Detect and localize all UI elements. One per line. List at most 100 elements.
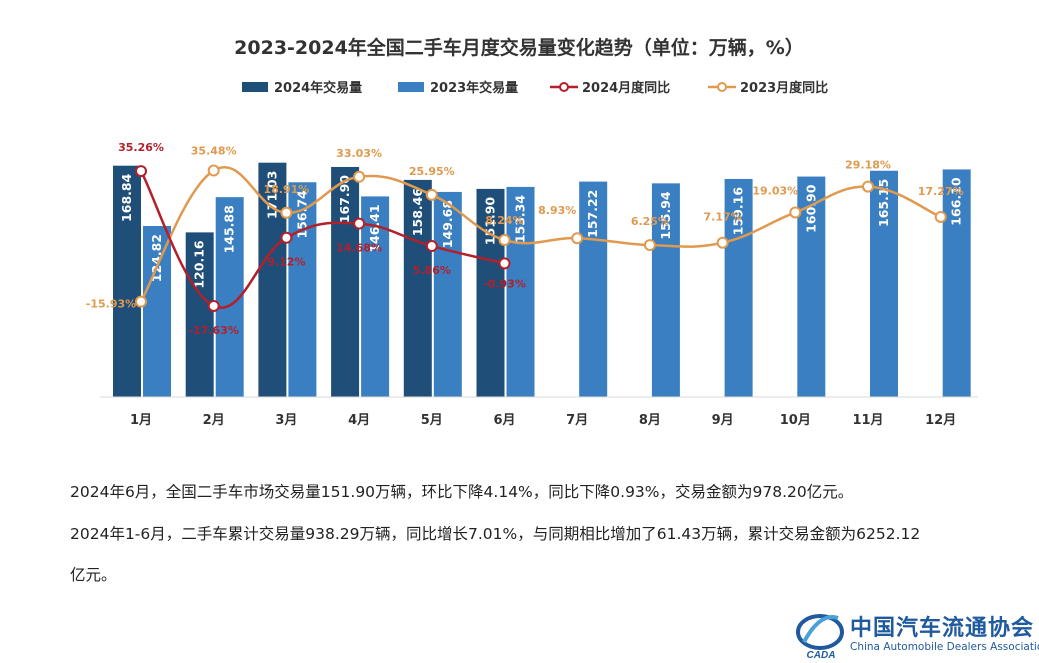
legend-label-line-0: 2024月度同比 <box>582 80 670 96</box>
line-point-s0-4 <box>425 240 438 253</box>
cada-logo-icon: CADA <box>796 614 844 660</box>
lines: -15.93% 35.48% 18.91% 33.03% 25.95% 8.24% 8.93… <box>86 141 964 337</box>
legend-swatch-bar-1 <box>398 82 424 92</box>
chart-title: 2023-2024年全国二手车月度交易量变化趋势（单位：万辆，%） <box>234 36 804 59</box>
line-point-s0-1 <box>207 299 220 312</box>
line-point-s1-2 <box>280 206 293 219</box>
x-tick-label-2: 3月 <box>275 413 297 428</box>
bar-label-s0-1: 120.16 <box>192 240 207 289</box>
line-label-s0-5: -0.93% <box>483 277 526 290</box>
legend-label-bar-0: 2024年交易量 <box>274 80 362 96</box>
x-tick-label-7: 8月 <box>639 413 661 428</box>
bar-label-s0-3: 167.90 <box>337 175 352 224</box>
line-point-s1-11 <box>934 210 947 223</box>
line-point-s1-5 <box>498 233 511 246</box>
line-label-s1-11: 17.27% <box>918 185 964 198</box>
line-point-s1-1 <box>207 164 220 177</box>
x-tick-label-5: 6月 <box>493 413 515 428</box>
line-point-s0-5 <box>498 257 511 270</box>
line-point-s1-9 <box>789 206 802 219</box>
logo-name-en: China Automobile Dealers Association <box>850 641 1039 653</box>
line-point-s1-0 <box>135 295 147 308</box>
legend-label-bar-1: 2023年交易量 <box>430 80 518 96</box>
x-tick-label-0: 1月 <box>130 413 152 428</box>
bar-s1-4 <box>433 191 462 397</box>
x-tick-label-8: 9月 <box>712 413 734 428</box>
line-point-s1-8 <box>716 236 729 249</box>
bar-label-s0-4: 158.46 <box>410 188 425 237</box>
bar-label-s1-7: 155.94 <box>658 191 673 240</box>
x-tick-label-11: 12月 <box>925 413 956 428</box>
line-point-s1-10 <box>862 180 874 193</box>
line-label-s1-0: -15.93% <box>86 298 136 311</box>
bar-label-s1-8: 159.16 <box>731 187 746 236</box>
chart: 2023-2024年全国二手车月度交易量变化趋势（单位：万辆，%） 2024年交… <box>86 36 978 428</box>
line-label-s1-1: 35.48% <box>191 145 237 158</box>
bar-label-s1-5: 153.34 <box>513 195 528 244</box>
bar-s1-5 <box>506 186 535 397</box>
x-axis-labels: 1月 2月 3月 4月 5月 6月 7月 8月 9月 10月 11月 12月 <box>130 413 956 428</box>
cada-logo-mark-text: CADA <box>807 650 836 660</box>
line-label-s0-0: 35.26% <box>118 141 164 154</box>
bar-s0-0 <box>113 165 141 397</box>
line-label-s1-3: 33.03% <box>336 147 382 160</box>
line-point-s1-3 <box>353 170 366 183</box>
x-tick-label-6: 7月 <box>566 413 588 428</box>
line-label-s1-8: 7.17% <box>704 211 742 224</box>
summary-line-3: 亿元。 <box>70 566 117 584</box>
line-point-s0-2 <box>280 231 293 244</box>
line-point-s1-6 <box>571 232 584 245</box>
bar-label-s1-4: 149.68 <box>440 200 455 248</box>
x-tick-label-4: 5月 <box>421 413 443 428</box>
bar-s1-10 <box>870 170 898 397</box>
logo-name-cn: 中国汽车流通协会 <box>850 615 1035 641</box>
line-label-s0-2: 9.12% <box>267 256 305 269</box>
x-tick-label-3: 4月 <box>348 413 370 428</box>
bar-s1-8 <box>724 178 753 397</box>
bar-s0-3 <box>331 166 360 397</box>
line-label-s0-1: -17.63% <box>189 324 239 337</box>
bar-label-s1-2: 156.74 <box>294 190 309 239</box>
bars: 168.84 124.82 120.16 145.88 171.03 156.74 167.… <box>113 162 971 397</box>
bar-label-s1-9: 160.90 <box>803 184 818 233</box>
legend-marker-line-1 <box>717 82 727 92</box>
bar-label-s1-10: 165.15 <box>876 179 891 227</box>
line-point-s0-0 <box>135 165 147 178</box>
bar-label-s1-0: 124.82 <box>149 234 164 282</box>
bar-label-s1-6: 157.22 <box>585 190 600 238</box>
bar-label-s1-1: 145.88 <box>222 205 237 253</box>
x-tick-label-1: 2月 <box>203 413 225 428</box>
bar-label-s1-3: 146.41 <box>367 204 382 252</box>
bar-s0-1 <box>185 232 214 397</box>
bar-s1-6 <box>579 181 608 397</box>
legend: 2024年交易量 2023年交易量 2024月度同比 2023月度同比 <box>242 80 828 96</box>
legend-marker-line-0 <box>559 82 569 92</box>
x-tick-label-9: 10月 <box>780 413 811 428</box>
line-point-s1-7 <box>643 239 656 252</box>
bar-s1-0 <box>143 225 171 397</box>
bar-label-s1-11: 166.10 <box>949 177 964 226</box>
x-tick-label-10: 11月 <box>852 413 883 428</box>
line-label-s1-2: 18.91% <box>263 183 309 196</box>
line-label-s1-10: 29.18% <box>845 159 891 172</box>
bar-s1-3 <box>361 196 390 397</box>
bar-s0-2 <box>258 162 287 397</box>
legend-swatch-bar-0 <box>242 82 268 92</box>
line-label-s0-3: 14.68% <box>336 242 382 255</box>
line-label-s1-5: 8.24% <box>485 214 523 227</box>
line-label-s1-4: 25.95% <box>409 165 455 178</box>
summary-line-2: 2024年1-6月，二手车累计交易量938.29万辆，同比增长7.01%，与同期… <box>70 525 921 543</box>
bar-label-s0-2: 171.03 <box>264 171 279 219</box>
bar-label-s0-0: 168.84 <box>119 173 134 222</box>
cada-logo: CADA 中国汽车流通协会 China Automobile Dealers A… <box>792 606 1039 662</box>
line-label-s1-6: 8.93% <box>538 204 576 217</box>
line-label-s0-4: 5.86% <box>413 264 451 277</box>
line-point-s1-4 <box>425 188 438 201</box>
bar-s1-7 <box>651 183 680 397</box>
line-point-s0-3 <box>353 217 366 230</box>
bar-s0-5 <box>476 188 505 397</box>
summary-line-1: 2024年6月，全国二手车市场交易量151.90万辆，环比下降4.14%，同比下… <box>70 483 854 501</box>
legend-label-line-1: 2023月度同比 <box>740 80 828 96</box>
line-path-s1 <box>139 166 942 303</box>
bar-s1-9 <box>797 176 826 397</box>
